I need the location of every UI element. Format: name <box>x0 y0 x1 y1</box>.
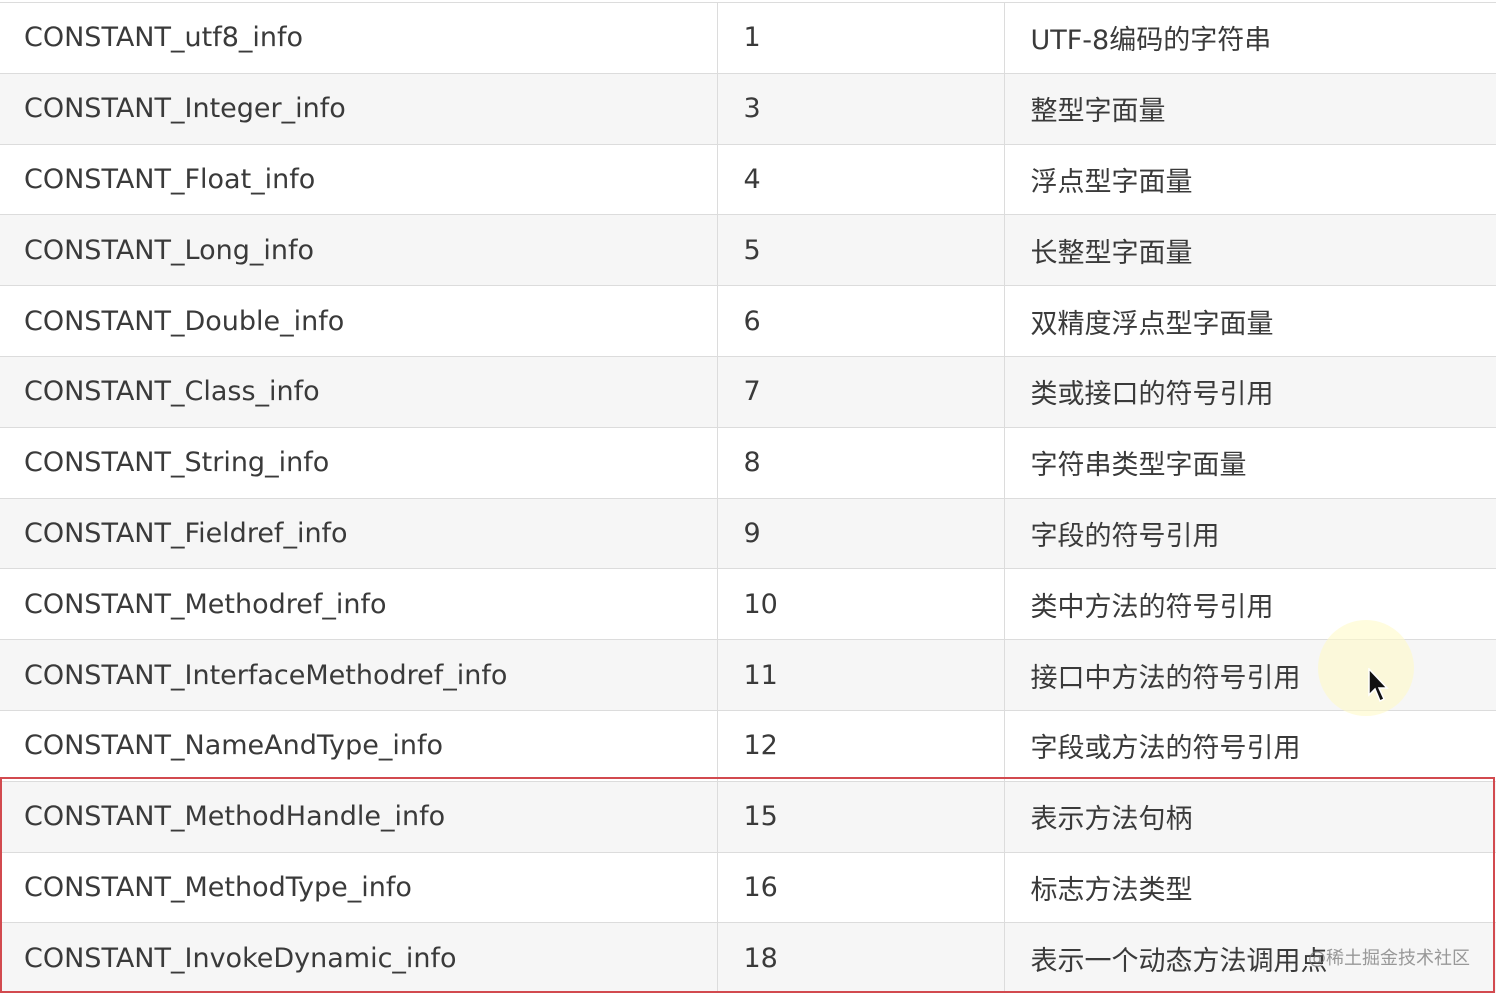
table-row: CONSTANT_Integer_info 3 整型字面量 <box>0 72 1496 145</box>
arrow-pointer-icon <box>1368 668 1389 703</box>
table-row: CONSTANT_Float_info 4 浮点型字面量 <box>0 143 1496 215</box>
tag-value-cell: 4 <box>717 143 1005 215</box>
description-cell: 标志方法类型 <box>1004 851 1496 923</box>
description-cell: 浮点型字面量 <box>1004 143 1496 215</box>
tag-value-cell: 1 <box>717 2 1005 74</box>
constant-name-cell: CONSTANT_String_info <box>0 426 718 499</box>
table-row: CONSTANT_MethodHandle_info 15 表示方法句柄 <box>0 780 1496 853</box>
tag-value-cell: 10 <box>717 568 1005 640</box>
description-cell: 字段的符号引用 <box>1004 497 1496 569</box>
table-row: CONSTANT_Methodref_info 10 类中方法的符号引用 <box>0 568 1496 640</box>
table-row: CONSTANT_Fieldref_info 9 字段的符号引用 <box>0 497 1496 569</box>
tag-value-cell: 9 <box>717 497 1005 569</box>
table-row: CONSTANT_String_info 8 字符串类型字面量 <box>0 426 1496 499</box>
description-cell: 表示一个动态方法调用点 <box>1004 922 1496 994</box>
constant-name-cell: CONSTANT_InvokeDynamic_info <box>0 922 718 994</box>
tag-value-cell: 12 <box>717 709 1005 782</box>
table-row: CONSTANT_Class_info 7 类或接口的符号引用 <box>0 355 1496 428</box>
constant-name-cell: CONSTANT_Integer_info <box>0 72 718 145</box>
constant-name-cell: CONSTANT_NameAndType_info <box>0 709 718 782</box>
table-row: CONSTANT_MethodType_info 16 标志方法类型 <box>0 851 1496 923</box>
tag-value-cell: 11 <box>717 639 1005 711</box>
constant-name-cell: CONSTANT_utf8_info <box>0 2 718 74</box>
constant-name-cell: CONSTANT_Long_info <box>0 214 718 286</box>
constant-name-cell: CONSTANT_MethodType_info <box>0 851 718 923</box>
tag-value-cell: 6 <box>717 285 1005 357</box>
description-cell: 字段或方法的符号引用 <box>1004 709 1496 782</box>
description-cell: 类或接口的符号引用 <box>1004 355 1496 428</box>
table-row: CONSTANT_InvokeDynamic_info 18 表示一个动态方法调用点 <box>0 922 1496 994</box>
tag-value-cell: 8 <box>717 426 1005 499</box>
tag-value-cell: 3 <box>717 72 1005 145</box>
tag-value-cell: 5 <box>717 214 1005 286</box>
table-row: CONSTANT_utf8_info 1 UTF-8编码的字符串 <box>0 2 1496 74</box>
constant-name-cell: CONSTANT_Methodref_info <box>0 568 718 640</box>
watermark: @稀土掘金技术社区 <box>1308 948 1470 969</box>
tag-value-cell: 18 <box>717 922 1005 994</box>
description-cell: 整型字面量 <box>1004 72 1496 145</box>
constant-name-cell: CONSTANT_Double_info <box>0 285 718 357</box>
description-cell: 表示方法句柄 <box>1004 780 1496 853</box>
table-row: CONSTANT_Long_info 5 长整型字面量 <box>0 214 1496 286</box>
tag-value-cell: 16 <box>717 851 1005 923</box>
constant-name-cell: CONSTANT_Class_info <box>0 355 718 428</box>
constant-name-cell: CONSTANT_InterfaceMethodref_info <box>0 639 718 711</box>
description-cell: 类中方法的符号引用 <box>1004 568 1496 640</box>
constant-name-cell: CONSTANT_MethodHandle_info <box>0 780 718 853</box>
constant-name-cell: CONSTANT_Fieldref_info <box>0 497 718 569</box>
cursor-highlight <box>1318 620 1414 716</box>
description-cell: 长整型字面量 <box>1004 214 1496 286</box>
constant-name-cell: CONSTANT_Float_info <box>0 143 718 215</box>
table-row: CONSTANT_Double_info 6 双精度浮点型字面量 <box>0 285 1496 357</box>
table-row: CONSTANT_InterfaceMethodref_info 11 接口中方法的… <box>0 639 1496 711</box>
description-cell: 接口中方法的符号引用 <box>1004 639 1496 711</box>
tag-value-cell: 15 <box>717 780 1005 853</box>
description-cell: UTF-8编码的字符串 <box>1004 2 1496 74</box>
tag-value-cell: 7 <box>717 355 1005 428</box>
description-cell: 双精度浮点型字面量 <box>1004 285 1496 357</box>
description-cell: 字符串类型字面量 <box>1004 426 1496 499</box>
table-row: CONSTANT_NameAndType_info 12 字段或方法的符号引用 <box>0 709 1496 782</box>
